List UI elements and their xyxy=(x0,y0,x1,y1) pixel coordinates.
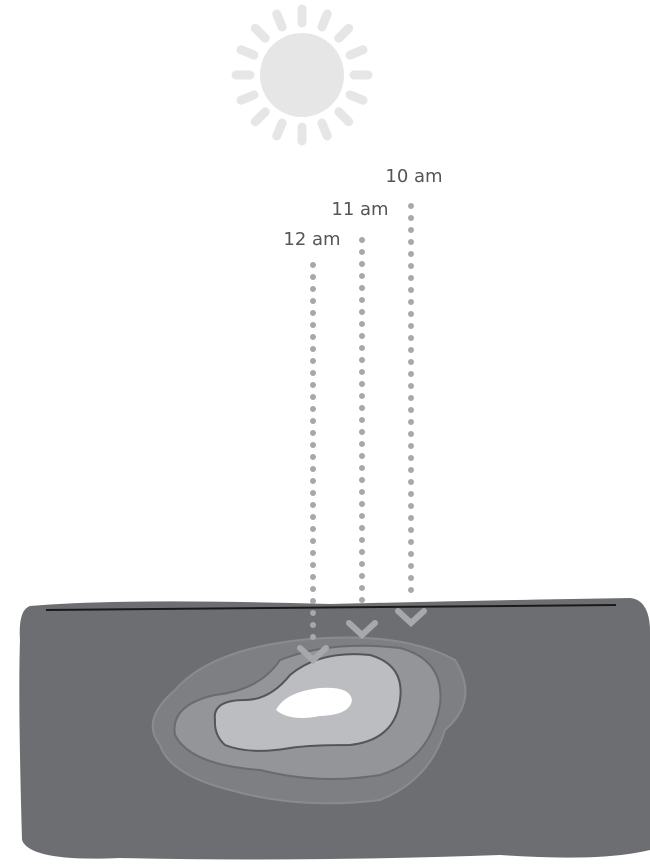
sun-ray xyxy=(272,118,287,141)
sun-ray xyxy=(345,45,368,60)
time-label: 10 am xyxy=(385,166,442,187)
horizon xyxy=(45,604,617,611)
sun-ray xyxy=(250,107,270,127)
time-label: 11 am xyxy=(331,199,388,220)
sun-ray xyxy=(272,9,287,32)
highlight xyxy=(276,687,352,718)
sun-ray xyxy=(345,90,368,105)
arrowhead xyxy=(297,645,329,665)
sun-ray xyxy=(317,9,332,32)
sun-ray xyxy=(236,90,259,105)
sun-ray xyxy=(236,45,259,60)
rays xyxy=(297,203,427,665)
arrowhead xyxy=(346,620,378,640)
sun-ray xyxy=(334,107,354,127)
time-label: 12 am xyxy=(283,229,340,250)
sun-ray xyxy=(317,118,332,141)
sun-ray xyxy=(250,23,270,43)
sun-ray xyxy=(334,23,354,43)
arrowhead xyxy=(395,608,427,628)
sun xyxy=(231,4,373,146)
